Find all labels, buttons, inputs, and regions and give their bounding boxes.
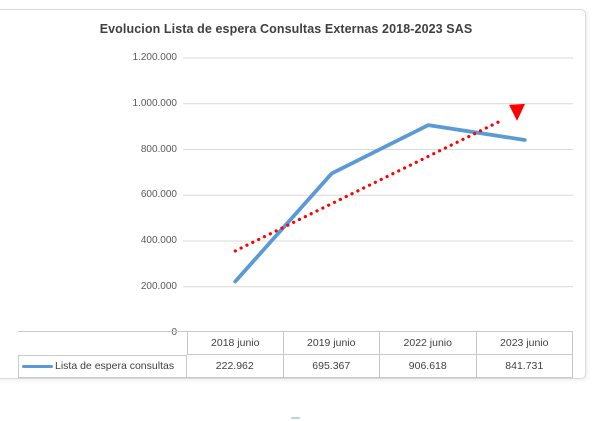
cropped-artifact-mark — [291, 417, 300, 419]
y-axis-tick-label: 0 — [171, 326, 177, 338]
table-value-cell: 906.618 — [380, 354, 477, 378]
table-column-header: 2019 junio — [283, 331, 380, 355]
y-axis-tick-label: 1.000.000 — [132, 97, 178, 109]
legend-label: Lista de espera consultas — [55, 360, 175, 373]
table-column-header: 2023 junio — [476, 331, 573, 355]
y-axis-tick-label: 1.200.000 — [132, 52, 178, 63]
data-table: 2018 junio 2019 junio 2022 junio 2023 junio… — [18, 331, 573, 378]
table-value-cell: 695.367 — [283, 354, 380, 378]
legend-item: Lista de espera consultas — [18, 354, 187, 378]
table-column-header: 2018 junio — [187, 331, 284, 355]
chart-title: Evolucion Lista de espera Consultas Exte… — [99, 22, 473, 36]
y-axis-tick-label: 600.000 — [140, 189, 177, 201]
y-axis-tick-label: 400.000 — [140, 235, 177, 246]
y-axis-tick-label: 800.000 — [140, 143, 177, 155]
legend-header-spacer — [18, 331, 187, 355]
table-column-header: 2022 junio — [380, 331, 477, 355]
table-data-row: Lista de espera consultas 222.962 695.367… — [18, 354, 573, 378]
table-header-row: 2018 junio 2019 junio 2022 junio 2023 junio — [18, 331, 573, 355]
y-axis-tick-label: 200.000 — [140, 280, 177, 292]
series-legend-line-icon — [22, 364, 53, 368]
chart-frame — [0, 9, 586, 379]
table-value-cell: 222.962 — [187, 354, 284, 378]
table-value-cell: 841.731 — [476, 354, 573, 378]
